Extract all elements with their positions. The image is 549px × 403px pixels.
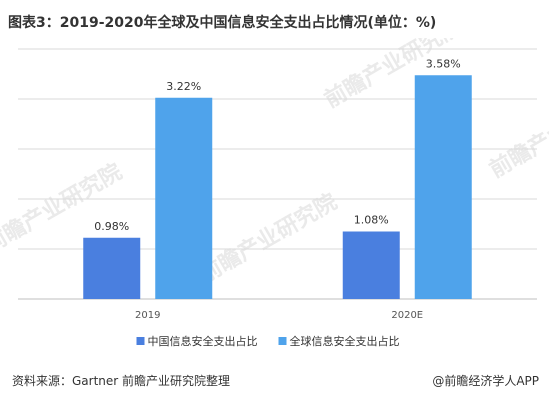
bar-series1-2019 xyxy=(83,237,141,299)
bar-labels: 0.98% 3.22% 1.08% 3.58% xyxy=(94,57,460,233)
bars xyxy=(83,75,472,299)
legend-label-series2: 全球信息安全支出占比 xyxy=(290,334,400,348)
chart-title: 图表3：2019-2020年全球及中国信息安全支出占比情况(单位：%) xyxy=(8,15,437,31)
bar-label-series2-2020E: 3.58% xyxy=(426,57,461,70)
source-note: 资料来源：Gartner 前瞻产业研究院整理 xyxy=(12,374,231,388)
x-tick-label-2019: 2019 xyxy=(135,310,160,321)
legend-swatch-series1 xyxy=(136,337,145,345)
x-tick-label-2020E: 2020E xyxy=(391,310,423,321)
x-axis-ticks: 2019 2020E xyxy=(135,310,423,321)
bar-series2-2020E xyxy=(414,75,472,299)
legend: 中国信息安全支出占比 全球信息安全支出占比 xyxy=(136,334,400,348)
bar-series1-2020E xyxy=(342,231,400,299)
bar-label-series1-2019: 0.98% xyxy=(94,220,129,233)
footer: 资料来源：Gartner 前瞻产业研究院整理 @前瞻经济学人APP xyxy=(0,360,549,403)
bar-label-series2-2019: 3.22% xyxy=(166,80,201,93)
legend-swatch-series2 xyxy=(278,337,287,345)
watermark-2: 前瞻产业研究院 xyxy=(195,189,341,289)
bar-label-series1-2020E: 1.08% xyxy=(354,214,389,227)
bar-chart: 前瞻产业研究院 前瞻产业研究院 前瞻产业研究院 前瞻产业研究院 0.98%3.2… xyxy=(0,38,549,348)
bar-series2-2019 xyxy=(155,97,213,299)
legend-label-series1: 中国信息安全支出占比 xyxy=(148,334,258,348)
brand-credit: @前瞻经济学人APP xyxy=(432,374,539,388)
